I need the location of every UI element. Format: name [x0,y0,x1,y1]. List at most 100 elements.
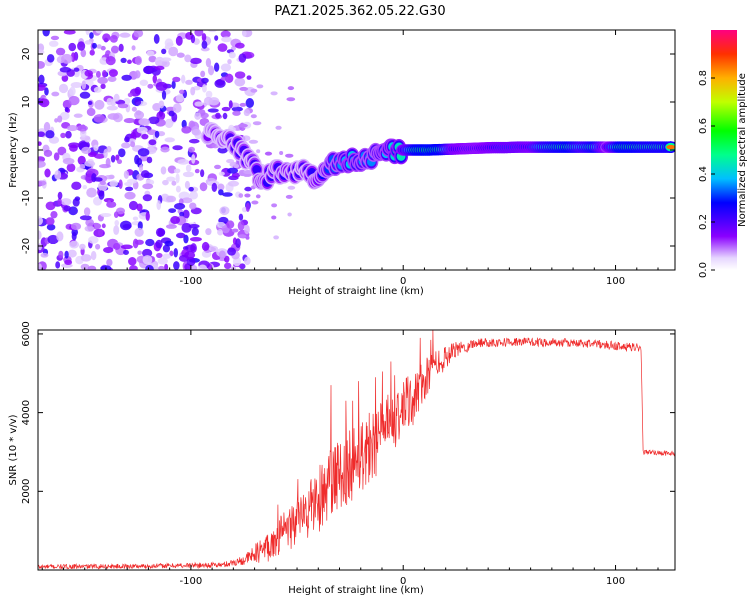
noise-blob [201,241,210,251]
noise-blob [132,216,139,221]
noise-blob [188,138,200,144]
noise-blob [287,185,296,190]
noise-blob [81,146,92,155]
noise-blob [107,200,112,208]
noise-blob [158,100,165,109]
noise-blob [194,101,204,107]
noise-blob [40,252,49,258]
noise-blob [208,245,219,252]
noise-blob [134,98,142,106]
noise-blob [38,160,46,168]
noise-blob [125,186,134,192]
noise-blob [118,43,124,52]
noise-blob [217,229,224,236]
noise-blob [55,261,61,269]
noise-blob [57,115,63,123]
noise-blob [190,86,196,96]
noise-blob [101,69,107,78]
spectrogram-y-label: Frequency (Hz) [8,112,19,188]
noise-blob [191,154,196,164]
noise-blob [43,121,51,132]
noise-blob [233,164,240,169]
noise-blob [285,194,293,199]
noise-blob [244,224,250,235]
y-tick-label: 10 [21,96,32,109]
noise-blob [208,65,215,76]
noise-blob [116,159,123,165]
noise-blob [251,200,259,205]
noise-blob [87,265,97,270]
noise-blob [93,177,103,182]
noise-blob [64,106,69,113]
noise-blob [96,44,102,49]
noise-blob [124,182,133,187]
noise-blob [205,228,212,236]
y-tick-label: 0 [21,147,32,153]
noise-blob [168,208,177,213]
noise-blob [124,136,130,143]
noise-blob [173,261,180,270]
noise-blob [221,36,232,43]
noise-blob [223,255,230,263]
noise-blob [231,172,241,178]
noise-blob [82,185,88,190]
noise-blob [103,247,114,254]
noise-blob [185,164,192,172]
noise-blob [131,106,137,112]
noise-blob [63,205,71,212]
noise-blob [194,30,204,37]
snr-panel: -100 0 100 2000 4000 6000 Height of straight … [8,321,676,596]
noise-blob [142,255,153,265]
noise-blob [44,168,51,178]
noise-blob [77,155,86,165]
noise-blob [38,180,47,186]
colorbar-tick-label: 0.6 [698,118,709,134]
noise-blob [264,151,273,156]
noise-blob [198,264,207,270]
noise-blob [43,149,53,158]
noise-blob [84,40,92,45]
x-tick-label: -100 [180,276,203,287]
noise-blob [123,97,131,105]
noise-blob [38,131,46,138]
noise-blob [172,145,183,151]
colorbar-tick-label: 0.2 [698,214,709,230]
noise-blob [70,222,82,231]
noise-blob [48,40,59,47]
noise-blob [134,227,144,237]
noise-blob [191,128,202,136]
noise-blob [109,180,118,187]
noise-blob [117,103,129,109]
noise-blob [38,263,43,270]
noise-blob [120,57,127,63]
noise-blob [38,216,43,226]
noise-blob [162,253,171,259]
noise-blob [164,137,175,143]
noise-blob [218,171,225,176]
noise-blob [177,158,190,165]
noise-blob [69,240,80,249]
noise-blob [250,88,258,93]
noise-blob [86,187,97,198]
noise-blob [92,42,97,49]
noise-blob [153,34,160,44]
noise-blob [227,58,232,65]
noise-blob [39,98,50,108]
noise-blob [109,34,118,43]
noise-blob [126,59,132,65]
noise-blob [86,107,96,117]
noise-blob [142,248,153,258]
noise-blob [171,180,177,186]
snr-x-label: Height of straight line (km) [288,585,424,596]
noise-blob [47,234,59,245]
noise-blob [60,132,66,139]
noise-blob [65,130,72,139]
noise-blob [207,30,217,33]
noise-blob [161,90,167,100]
noise-blob [73,113,83,118]
colorbar-gradient [711,30,737,270]
noise-blob [79,215,92,221]
noise-blob [224,262,232,270]
colorbar-tick-label: 0.4 [698,166,709,182]
